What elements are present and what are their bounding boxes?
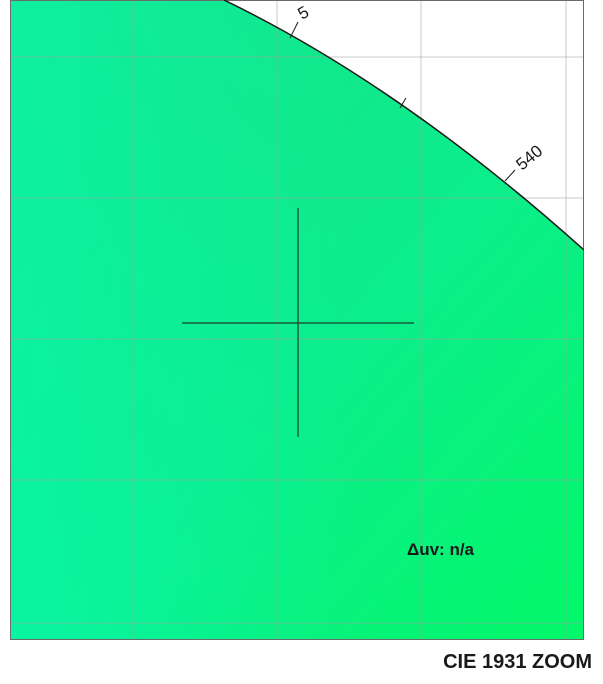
wavelength-tick xyxy=(504,169,516,182)
plot-border xyxy=(10,0,584,640)
delta-uv-readout: Δuv: n/a xyxy=(407,540,475,559)
wavelength-ticks xyxy=(289,21,516,182)
wavelength-tick xyxy=(289,21,299,39)
wavelength-tick xyxy=(399,97,407,109)
chromaticity-canvas: 5 540 xyxy=(10,0,584,640)
chromaticity-plot[interactable]: 5 540 Δuv: n/a xyxy=(10,0,584,640)
plot-title: CIE 1931 ZOOM xyxy=(443,651,592,673)
grid-lines xyxy=(10,0,584,640)
crosshair-marker[interactable] xyxy=(182,208,414,437)
